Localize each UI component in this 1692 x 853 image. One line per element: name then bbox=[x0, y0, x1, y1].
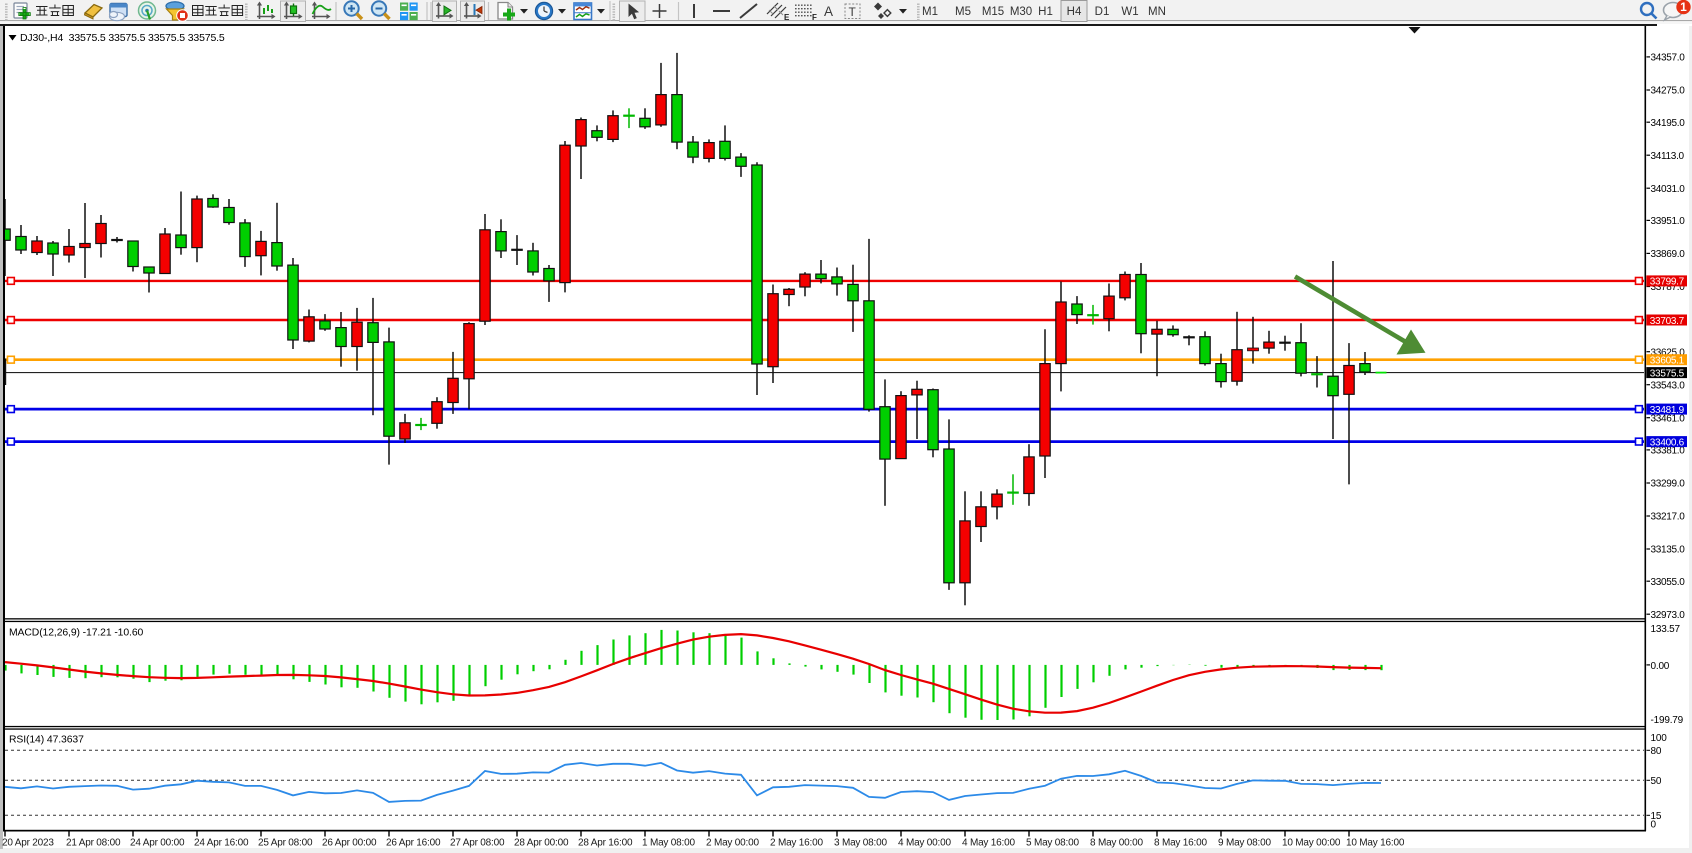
svg-text:9 May 08:00: 9 May 08:00 bbox=[1218, 838, 1271, 849]
svg-text:15: 15 bbox=[1651, 811, 1662, 822]
svg-text:25 Apr 08:00: 25 Apr 08:00 bbox=[258, 838, 313, 849]
svg-text:27 Apr 08:00: 27 Apr 08:00 bbox=[450, 838, 505, 849]
svg-text:26 Apr 16:00: 26 Apr 16:00 bbox=[386, 838, 441, 849]
svg-text:33869.0: 33869.0 bbox=[1651, 249, 1686, 260]
svg-text:MN: MN bbox=[1148, 6, 1166, 18]
svg-text:33703.7: 33703.7 bbox=[1650, 316, 1685, 327]
svg-text:33787.0: 33787.0 bbox=[1651, 282, 1686, 293]
svg-text:5 May 08:00: 5 May 08:00 bbox=[1026, 838, 1079, 849]
svg-text:DJ30-,H4 33575.5 33575.5 3357: DJ30-,H4 33575.5 33575.5 33575.5 33575.5 bbox=[20, 32, 225, 44]
svg-text:33481.9: 33481.9 bbox=[1650, 405, 1685, 416]
svg-text:0.00: 0.00 bbox=[1651, 661, 1670, 672]
svg-text:33381.0: 33381.0 bbox=[1651, 446, 1686, 457]
svg-text:3 May 08:00: 3 May 08:00 bbox=[834, 838, 887, 849]
svg-text:F: F bbox=[812, 13, 817, 22]
svg-text:H1: H1 bbox=[1038, 6, 1053, 18]
svg-text:33543.0: 33543.0 bbox=[1651, 380, 1686, 391]
svg-text:A: A bbox=[824, 4, 833, 19]
svg-text:2 May 16:00: 2 May 16:00 bbox=[770, 838, 823, 849]
svg-text:34357.0: 34357.0 bbox=[1651, 53, 1686, 64]
svg-text:33217.0: 33217.0 bbox=[1651, 512, 1686, 523]
svg-text:W1: W1 bbox=[1121, 6, 1138, 18]
svg-text:33799.7: 33799.7 bbox=[1650, 277, 1685, 288]
svg-text:34113.0: 34113.0 bbox=[1651, 151, 1685, 162]
svg-text:28 Apr 00:00: 28 Apr 00:00 bbox=[514, 838, 569, 849]
svg-text:2 May 00:00: 2 May 00:00 bbox=[706, 838, 759, 849]
svg-text:0: 0 bbox=[1651, 820, 1657, 831]
svg-text:33951.0: 33951.0 bbox=[1651, 216, 1686, 227]
svg-text:M5: M5 bbox=[955, 6, 971, 18]
svg-text:D1: D1 bbox=[1095, 6, 1110, 18]
svg-text:21 Apr 08:00: 21 Apr 08:00 bbox=[66, 838, 121, 849]
svg-text:20 Apr 2023: 20 Apr 2023 bbox=[2, 838, 54, 849]
svg-text:H4: H4 bbox=[1067, 6, 1082, 18]
svg-text:33135.0: 33135.0 bbox=[1651, 545, 1686, 556]
svg-text:MACD(12,26,9) -17.21 -10.60: MACD(12,26,9) -17.21 -10.60 bbox=[9, 628, 144, 639]
svg-text:10 May 16:00: 10 May 16:00 bbox=[1346, 838, 1405, 849]
svg-text:10 May 00:00: 10 May 00:00 bbox=[1282, 838, 1341, 849]
svg-text:80: 80 bbox=[1651, 746, 1662, 757]
svg-text:1: 1 bbox=[1680, 0, 1687, 14]
svg-text:M1: M1 bbox=[922, 6, 938, 18]
svg-text:33055.0: 33055.0 bbox=[1651, 577, 1686, 588]
svg-text:34031.0: 34031.0 bbox=[1651, 184, 1686, 195]
svg-text:-199.79: -199.79 bbox=[1651, 715, 1684, 726]
svg-text:8 May 16:00: 8 May 16:00 bbox=[1154, 838, 1207, 849]
svg-text:100: 100 bbox=[1651, 733, 1668, 744]
svg-text:33575.5: 33575.5 bbox=[1650, 368, 1685, 379]
svg-text:24 Apr 00:00: 24 Apr 00:00 bbox=[130, 838, 185, 849]
svg-text:1 May 08:00: 1 May 08:00 bbox=[642, 838, 695, 849]
svg-text:T: T bbox=[849, 5, 857, 19]
svg-text:32973.0: 32973.0 bbox=[1651, 610, 1686, 621]
svg-text:133.57: 133.57 bbox=[1651, 624, 1681, 635]
svg-text:M30: M30 bbox=[1010, 6, 1032, 18]
svg-text:33299.0: 33299.0 bbox=[1651, 479, 1686, 490]
svg-text:33461.0: 33461.0 bbox=[1651, 413, 1686, 424]
svg-text:33625.0: 33625.0 bbox=[1651, 347, 1686, 358]
svg-text:34195.0: 34195.0 bbox=[1651, 118, 1686, 129]
svg-text:28 Apr 16:00: 28 Apr 16:00 bbox=[578, 838, 633, 849]
svg-text:8 May 00:00: 8 May 00:00 bbox=[1090, 838, 1143, 849]
svg-text:34275.0: 34275.0 bbox=[1651, 86, 1686, 97]
svg-text:26 Apr 00:00: 26 Apr 00:00 bbox=[322, 838, 377, 849]
svg-text:M15: M15 bbox=[982, 6, 1004, 18]
svg-text:33400.6: 33400.6 bbox=[1650, 437, 1685, 448]
svg-text:50: 50 bbox=[1651, 776, 1662, 787]
svg-text:RSI(14) 47.3637: RSI(14) 47.3637 bbox=[9, 735, 84, 746]
svg-text:33605.1: 33605.1 bbox=[1650, 356, 1685, 367]
svg-text:4 May 00:00: 4 May 00:00 bbox=[898, 838, 951, 849]
svg-text:4 May 16:00: 4 May 16:00 bbox=[962, 838, 1015, 849]
svg-text:E: E bbox=[784, 13, 790, 22]
svg-text:24 Apr 16:00: 24 Apr 16:00 bbox=[194, 838, 249, 849]
